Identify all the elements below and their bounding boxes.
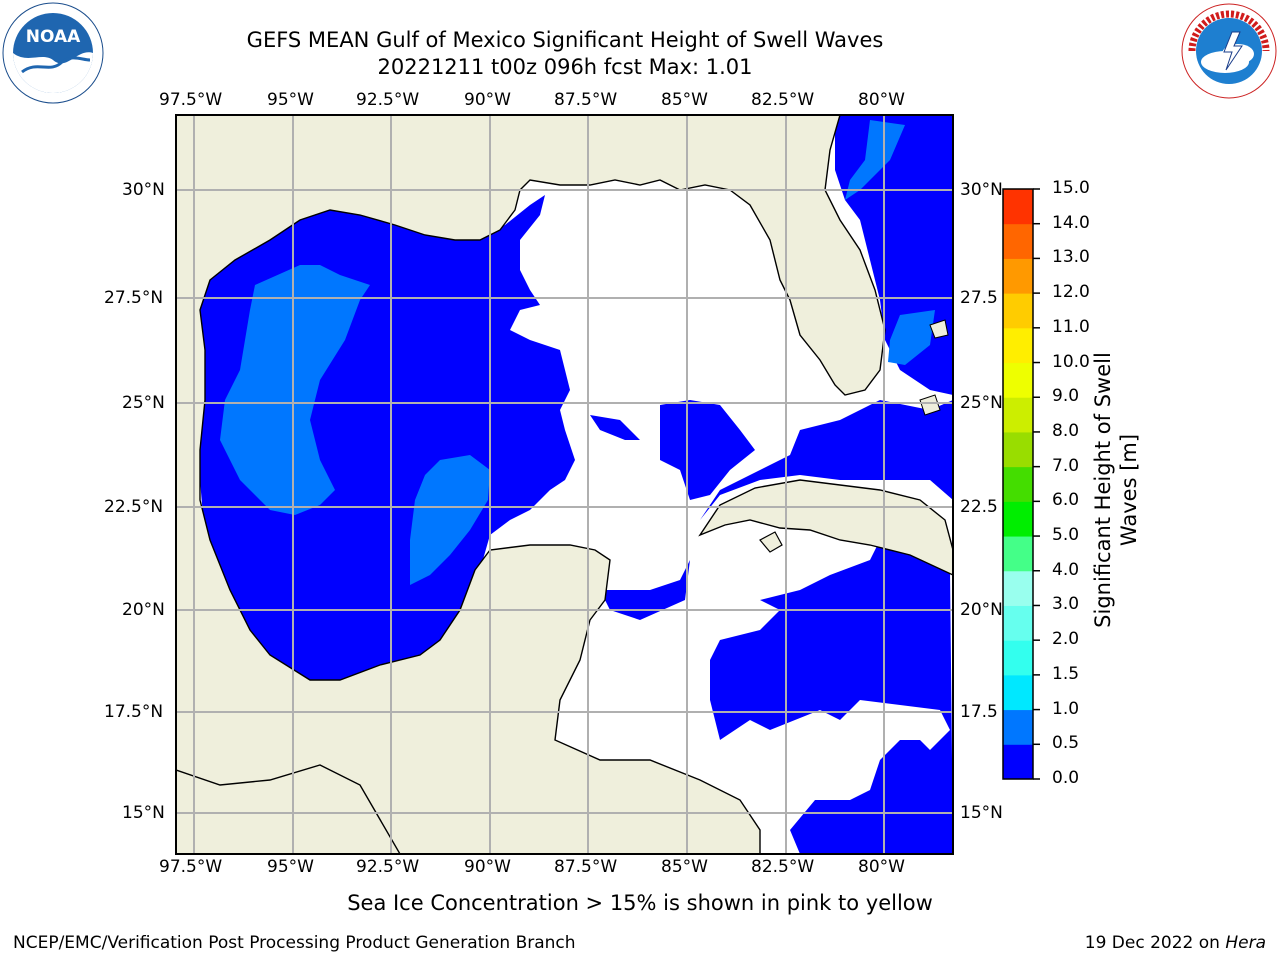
colorbar-segment: [1003, 189, 1033, 225]
lat-label-left: 22.5°N: [104, 497, 164, 517]
lon-label-top: 97.5°W: [159, 90, 223, 110]
colorbar-segment: [1003, 293, 1033, 329]
lon-label-top: 85°W: [661, 90, 708, 110]
colorbar-segment: [1003, 362, 1033, 398]
lat-label-left: 30°N: [122, 180, 165, 200]
land-isle-of-youth: [759, 531, 783, 553]
title-line-1: GEFS MEAN Gulf of Mexico Significant Hei…: [246, 28, 884, 52]
lat-label-right: 27.5: [960, 288, 998, 308]
colorbar-tick-label: 3.0: [1052, 594, 1080, 615]
colorbar-segment: [1003, 397, 1033, 433]
lat-label-left: 27.5°N: [104, 288, 164, 308]
title-line-2: 20221211 t00z 096h fcst Max: 1.01: [377, 55, 753, 79]
colorbar-tick-label: 10.0: [1052, 351, 1090, 372]
footer-branch: NCEP/EMC/Verification Post Processing Pr…: [13, 933, 576, 953]
colorbar-segment: [1003, 605, 1033, 641]
lon-label-bottom: 92.5°W: [356, 857, 420, 877]
colorbar-segment: [1003, 327, 1033, 364]
svg-text:NOAA: NOAA: [26, 27, 81, 47]
colorbar-segment: [1003, 258, 1033, 294]
swell-field-west-gulf-mid: [220, 265, 370, 515]
swell-field-florida-strait: [590, 400, 755, 500]
swell-field-atlantic-mid: [845, 120, 935, 365]
lon-label-top: 87.5°W: [554, 90, 618, 110]
colorbar-tick-label: 12.0: [1052, 282, 1090, 303]
colorbar-tick-label: 2.0: [1052, 629, 1080, 650]
colorbar-tick-label: 5.0: [1052, 525, 1080, 546]
colorbar-tick-label: 7.0: [1052, 455, 1080, 476]
colorbar-tick-label: 6.0: [1052, 490, 1080, 511]
graticule: [176, 115, 953, 854]
colorbar-tick-label: 0.5: [1052, 733, 1080, 754]
footer-date: 19 Dec 2022 on Hera: [1085, 933, 1266, 953]
footer-host: Hera: [1225, 933, 1266, 953]
lon-label-bottom: 97.5°W: [159, 857, 223, 877]
lat-label-right: 15°N: [960, 803, 1003, 823]
colorbar-tick-label: 0.0: [1052, 768, 1080, 788]
colorbar-tick-label: 9.0: [1052, 386, 1080, 407]
lat-label-left: 25°N: [122, 393, 165, 413]
colorbar-label: Significant Height of Swell Waves [m]: [1090, 352, 1150, 628]
colorbar-tick-label: 8.0: [1052, 420, 1080, 441]
lon-label-top: 82.5°W: [751, 90, 815, 110]
lon-label-top: 92.5°W: [356, 90, 420, 110]
colorbar-segment: [1003, 466, 1033, 502]
colorbar-tick-label: 14.0: [1052, 212, 1090, 233]
land-cuba: [698, 479, 953, 576]
colorbar-segment: [1003, 570, 1033, 606]
lat-label-right: 22.5: [960, 497, 998, 517]
land-bahamas: [919, 319, 949, 416]
colorbar-segment: [1003, 501, 1033, 537]
lon-label-bottom: 95°W: [267, 857, 314, 877]
swell-field-central-gulf-mid: [410, 455, 490, 585]
lon-label-top: 80°W: [858, 90, 905, 110]
colorbar-tick-label: 1.5: [1052, 663, 1080, 684]
colorbar-segment: [1003, 536, 1033, 572]
colorbar-tick-label: 13.0: [1052, 247, 1090, 268]
colorbar-tick-label: 15.0: [1052, 178, 1090, 198]
lon-label-bottom: 80°W: [858, 857, 905, 877]
lon-label-top: 90°W: [464, 90, 511, 110]
lat-label-right: 25°N: [960, 393, 1003, 413]
lon-label-bottom: 82.5°W: [751, 857, 815, 877]
footer-date-text: 19 Dec 2022 on: [1084, 933, 1226, 953]
noaa-logo: NOAA: [2, 2, 104, 104]
lon-label-bottom: 90°W: [464, 857, 511, 877]
lon-label-top: 95°W: [267, 90, 314, 110]
colorbar-segment: [1003, 640, 1033, 676]
swell-field-caribbean: [710, 540, 953, 854]
colorbar-label-line1: Significant Height of Swell: [1091, 352, 1115, 628]
colorbar: [1002, 188, 1040, 780]
swell-field-yucatan-channel: [600, 400, 953, 620]
colorbar-tick-label: 11.0: [1052, 316, 1090, 337]
colorbar-segment: [1003, 709, 1033, 745]
lat-label-left: 17.5°N: [104, 702, 164, 722]
lon-label-bottom: 85°W: [661, 857, 708, 877]
colorbar-segment: [1003, 223, 1033, 259]
colorbar-segment: [1003, 431, 1033, 468]
lat-label-right: 30°N: [960, 180, 1003, 200]
lon-label-bottom: 87.5°W: [554, 857, 618, 877]
land-north-america: [176, 115, 886, 854]
colorbar-segment: [1003, 744, 1033, 780]
lat-label-left: 20°N: [122, 600, 165, 620]
nws-logo: [1181, 3, 1277, 99]
colorbar-tick-label: 4.0: [1052, 559, 1080, 580]
colorbar-tick-label: 1.0: [1052, 698, 1080, 719]
lat-label-left: 15°N: [122, 803, 165, 823]
colorbar-label-line2: Waves [m]: [1117, 433, 1141, 547]
lat-label-right: 20°N: [960, 600, 1003, 620]
sea-ice-note: Sea Ice Concentration > 15% is shown in …: [347, 891, 933, 915]
lat-label-right: 17.5: [960, 702, 998, 722]
map-frame: [175, 114, 954, 855]
colorbar-segment: [1003, 674, 1033, 711]
